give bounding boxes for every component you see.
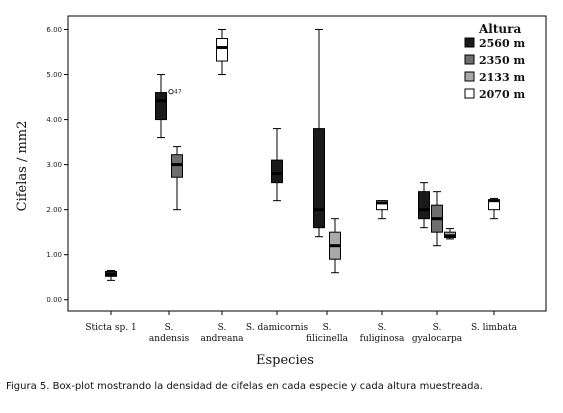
legend-label: 2133 m <box>479 71 525 84</box>
box-s-damicornis-2560m <box>271 128 283 202</box>
category-label: andreana <box>200 334 244 344</box>
legend-label: 2560 m <box>479 37 525 50</box>
boxes-layer: 47 <box>105 29 500 281</box>
box-body <box>216 38 228 62</box>
y-tick-label: 1.00 <box>46 251 62 259</box>
category-label: S. <box>378 323 387 333</box>
legend-swatch <box>464 54 475 65</box>
box-body <box>155 92 167 121</box>
box-s-limbata-2070m <box>488 197 500 220</box>
box-s-gyalocarpa-2560m <box>418 182 430 229</box>
box-s-andreana-2070m <box>216 29 228 76</box>
box-body <box>418 191 430 220</box>
legend-title: Altura <box>478 22 521 36</box>
category-label: S. <box>165 323 174 333</box>
outlier-point <box>168 89 174 95</box>
category-label: S. <box>218 323 227 333</box>
y-tick-label: 2.00 <box>46 206 62 214</box>
category-label: S. <box>433 323 442 333</box>
category-label: S. <box>323 323 332 333</box>
box-s-andensis-2350m <box>171 146 183 211</box>
y-tick-label: 0.00 <box>46 296 62 304</box>
box-body <box>271 159 283 184</box>
legend: Altura 2560 m 2350 m 2133 m 2070 m <box>464 22 525 101</box>
category-label: fuliginosa <box>360 334 405 344</box>
x-axis-title: Especies <box>256 353 314 368</box>
y-tick-label: 6.00 <box>46 26 62 34</box>
y-tick-label: 4.00 <box>46 116 62 124</box>
box-s-filicinella-2133m <box>329 218 341 274</box>
y-tick-label: 3.00 <box>46 161 62 169</box>
figure-caption: Figura 5. Box-plot mostrando la densidad… <box>6 381 483 392</box>
legend-swatch <box>464 88 475 99</box>
box-s-andensis-2560m: 47 <box>155 74 182 139</box>
box-s-filicinella-2560m <box>313 29 325 238</box>
legend-swatch <box>464 37 475 48</box>
box-s-gyalocarpa-2350m <box>431 191 443 247</box>
y-axis-title: Cifelas / mm2 <box>15 121 30 212</box>
category-label: gyalocarpa <box>412 334 463 344</box>
y-tick-label: 5.00 <box>46 71 62 79</box>
x-axis-ticks <box>110 311 495 315</box>
box-sticta-sp-1-2560m <box>105 269 117 281</box>
category-label: filicinella <box>306 334 349 344</box>
box-body <box>376 200 388 211</box>
legend-swatch <box>464 71 475 82</box>
box-plot-chart: 0.00 1.00 2.00 3.00 4.00 5.00 6.00 47 Sticta s… <box>15 15 547 368</box>
legend-label: 2350 m <box>479 54 525 67</box>
category-label: S. limbata <box>471 323 518 333</box>
category-label: S. damicornis <box>246 323 309 333</box>
plot-frame <box>67 15 547 312</box>
box-s-gyalocarpa-2133m <box>444 228 456 240</box>
box-body <box>313 128 325 229</box>
box-s-fuliginosa-2070m <box>376 200 388 220</box>
y-axis-ticks: 0.00 1.00 2.00 3.00 4.00 5.00 6.00 <box>46 26 68 304</box>
outlier-label: 47 <box>174 89 182 96</box>
legend-label: 2070 m <box>479 88 525 101</box>
category-label: andensis <box>149 334 190 344</box>
category-label: Sticta sp. 1 <box>85 323 136 333</box>
